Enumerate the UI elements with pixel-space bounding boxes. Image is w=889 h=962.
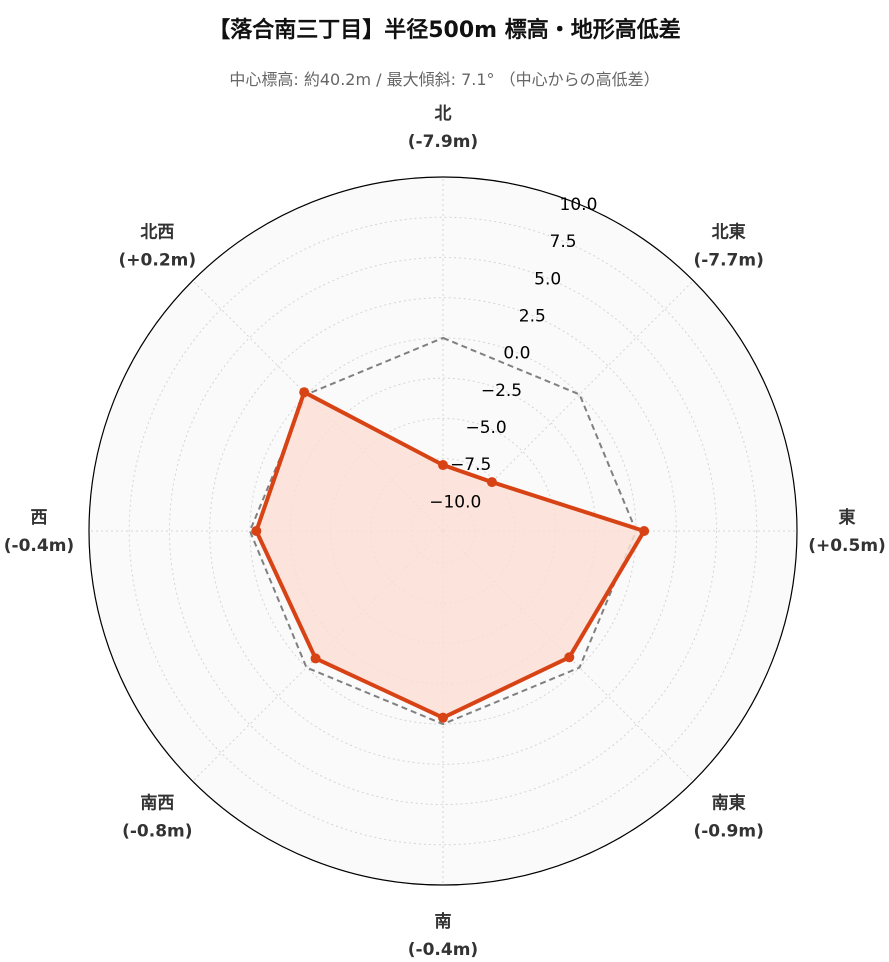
grid-spoke bbox=[442, 280, 694, 532]
data-point bbox=[310, 653, 321, 664]
direction-label: 南 bbox=[435, 911, 452, 932]
direction-label: 南西 bbox=[140, 793, 174, 814]
data-point bbox=[438, 460, 448, 471]
series-area-fill bbox=[256, 392, 645, 718]
rtick-label: −2.5 bbox=[481, 381, 522, 401]
data-point bbox=[564, 652, 575, 663]
direction-value-label: (-0.4m) bbox=[408, 940, 478, 960]
direction-value-label: (-0.9m) bbox=[693, 822, 763, 842]
grid-ring bbox=[168, 256, 718, 806]
rtick-label: −7.5 bbox=[450, 455, 491, 475]
series-layer bbox=[248, 336, 650, 726]
direction-value-label: (-7.9m) bbox=[408, 132, 478, 152]
direction-label: 東 bbox=[839, 507, 856, 528]
rtick-label: −10.0 bbox=[429, 492, 481, 512]
direction-value-label: (-0.4m) bbox=[4, 536, 74, 556]
chart-title: 【落合南三丁目】半径500m 標高・地形高低差 bbox=[208, 18, 681, 43]
direction-label: 西 bbox=[31, 508, 48, 528]
direction-value-label: (+0.2m) bbox=[119, 250, 197, 270]
rtick-label: 0.0 bbox=[503, 344, 530, 364]
rtick-label: −5.0 bbox=[465, 418, 506, 438]
rtick-label: 5.0 bbox=[534, 269, 561, 289]
direction-value-label: (-7.7m) bbox=[693, 250, 763, 270]
direction-value-label: (-0.8m) bbox=[122, 822, 192, 842]
outer-frame bbox=[88, 176, 798, 886]
grid-ring bbox=[128, 216, 758, 846]
direction-label: 南東 bbox=[712, 793, 746, 814]
rtick-label: 10.0 bbox=[560, 195, 598, 215]
data-point bbox=[438, 712, 448, 723]
grid-ring bbox=[209, 297, 677, 765]
rtick-label: 7.5 bbox=[550, 232, 577, 252]
direction-value-label: (+0.5m) bbox=[808, 536, 886, 556]
data-point bbox=[486, 477, 497, 488]
direction-label: 北東 bbox=[712, 221, 746, 242]
data-point bbox=[251, 526, 262, 536]
direction-label: 北西 bbox=[140, 222, 174, 242]
data-point bbox=[299, 387, 310, 398]
chart-subtitle: 中心標高: 約40.2m / 最大傾斜: 7.1° （中心からの高低差） bbox=[229, 70, 660, 89]
rtick-layer: −10.0 −7.5 −5.0 −2.5 0.0 2.5 5.0 7.5 10.0 bbox=[429, 195, 597, 512]
rtick-label: 2.5 bbox=[519, 306, 546, 326]
direction-label-layer: 北 (-7.9m) 北東 (-7.7m) 東 (+0.5m) 南東 (-0.9m) 南 (-0.4… bbox=[4, 104, 886, 960]
data-point bbox=[639, 526, 650, 536]
direction-label: 北 bbox=[435, 104, 452, 124]
